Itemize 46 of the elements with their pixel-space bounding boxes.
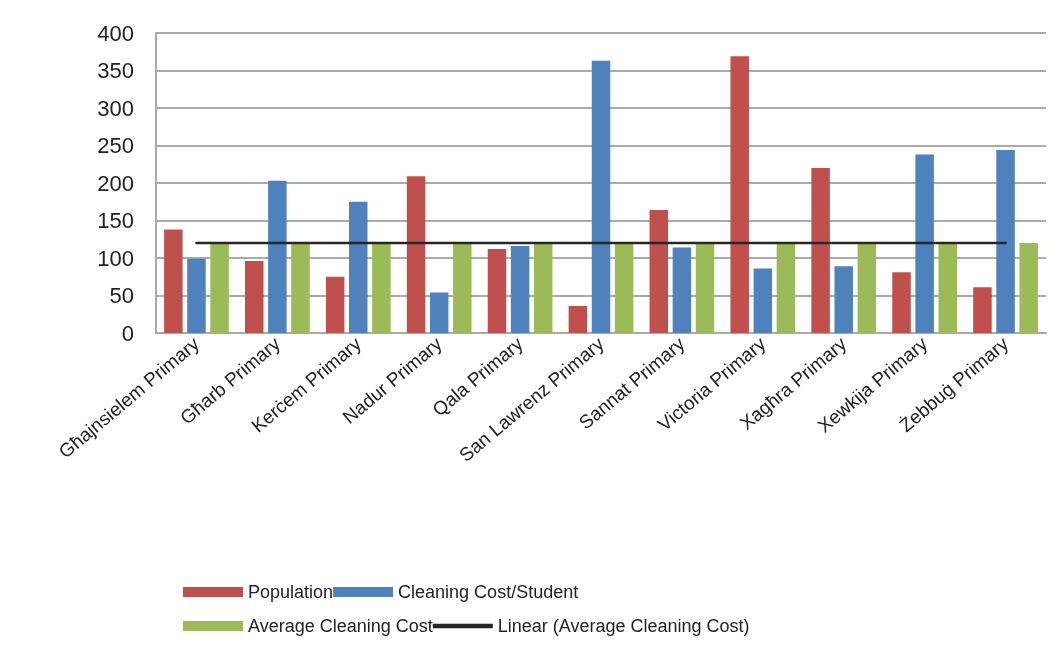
bar	[776, 243, 796, 333]
bar	[753, 268, 773, 333]
bar	[164, 229, 183, 333]
bar	[325, 276, 345, 333]
bar	[857, 243, 877, 333]
y-tick-label: 350	[97, 58, 134, 83]
bar	[730, 56, 749, 333]
y-tick-label: 250	[97, 133, 134, 158]
bar	[245, 261, 264, 333]
bar	[268, 180, 287, 333]
bar	[614, 243, 634, 333]
bar	[349, 201, 368, 333]
legend-label: Average Cleaning Cost	[248, 616, 433, 636]
bar	[695, 243, 715, 333]
legend-label: Linear (Average Cleaning Cost)	[497, 616, 750, 636]
y-tick-label: 150	[97, 208, 134, 233]
bar	[1019, 243, 1038, 333]
legend-label: Population	[248, 582, 334, 602]
y-tick-label: 400	[97, 20, 134, 46]
bar	[591, 60, 611, 333]
y-tick-label: 300	[97, 95, 134, 121]
bar	[291, 243, 310, 333]
bar	[892, 272, 911, 333]
bar	[429, 292, 449, 333]
bar	[811, 168, 830, 333]
bar	[938, 243, 957, 333]
bar	[834, 266, 853, 333]
y-tick-label: 50	[109, 283, 134, 308]
bar	[973, 287, 992, 333]
bar	[672, 247, 692, 333]
bar	[187, 258, 206, 333]
bar	[649, 210, 669, 333]
bar	[996, 150, 1015, 333]
bar	[533, 243, 553, 333]
bar	[487, 249, 507, 333]
bar	[510, 246, 530, 333]
bar	[453, 243, 472, 333]
legend-label: Cleaning Cost/Student	[398, 582, 579, 602]
y-tick-label: 200	[97, 170, 134, 196]
bar	[210, 243, 229, 333]
y-tick-label: 0	[121, 320, 134, 346]
bar	[915, 154, 934, 333]
y-tick-label: 100	[97, 245, 134, 271]
bar	[568, 306, 588, 333]
bar	[406, 176, 426, 333]
bar	[372, 243, 391, 333]
